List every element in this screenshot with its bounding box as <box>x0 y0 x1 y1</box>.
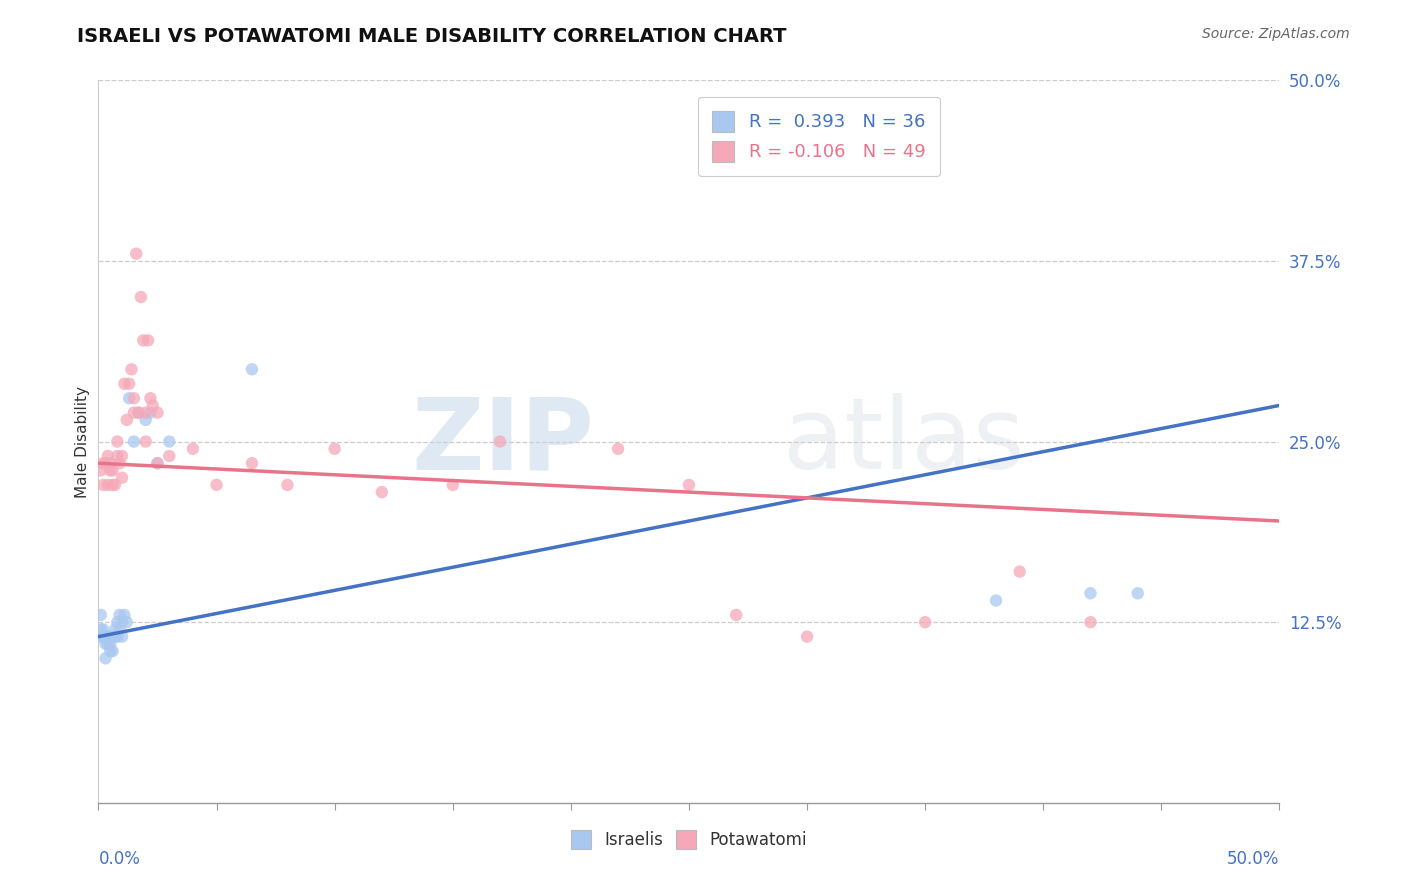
Point <box>725 607 748 622</box>
Point <box>94 637 117 651</box>
Point <box>101 630 124 644</box>
Point <box>371 485 394 500</box>
Point <box>101 463 124 477</box>
Point <box>146 456 169 470</box>
Text: atlas: atlas <box>783 393 1025 490</box>
Point <box>111 630 134 644</box>
Point <box>105 615 128 630</box>
Point <box>98 637 121 651</box>
Point <box>135 413 157 427</box>
Point <box>98 630 121 644</box>
Point <box>118 391 141 405</box>
Point <box>111 449 134 463</box>
Point <box>122 406 145 420</box>
Text: Source: ZipAtlas.com: Source: ZipAtlas.com <box>1202 27 1350 41</box>
Point <box>91 623 114 637</box>
Point <box>111 615 134 630</box>
Point <box>91 456 114 470</box>
Point <box>146 406 169 420</box>
Point <box>240 362 263 376</box>
Text: ZIP: ZIP <box>412 393 595 490</box>
Point <box>796 630 818 644</box>
Point <box>112 607 135 622</box>
Point <box>129 290 152 304</box>
Text: ISRAELI VS POTAWATOMI MALE DISABILITY CORRELATION CHART: ISRAELI VS POTAWATOMI MALE DISABILITY CO… <box>77 27 787 45</box>
Point <box>157 449 180 463</box>
Point <box>128 406 150 420</box>
Point <box>1080 615 1102 630</box>
Point <box>97 637 120 651</box>
Point <box>139 391 162 405</box>
Point <box>90 623 112 637</box>
Point <box>984 593 1007 607</box>
Point <box>118 376 141 391</box>
Point <box>323 442 346 456</box>
Point <box>91 478 114 492</box>
Point <box>276 478 298 492</box>
Text: 50.0%: 50.0% <box>1227 850 1279 868</box>
Point <box>98 463 121 477</box>
Point <box>115 615 138 630</box>
Point <box>181 442 204 456</box>
Point <box>104 478 127 492</box>
Point <box>1080 586 1102 600</box>
Point <box>122 391 145 405</box>
Point <box>104 623 127 637</box>
Point <box>146 456 169 470</box>
Point <box>112 376 135 391</box>
Point <box>205 478 228 492</box>
Y-axis label: Male Disability: Male Disability <box>75 385 90 498</box>
Point <box>105 630 128 644</box>
Point <box>139 406 162 420</box>
Point <box>132 334 155 348</box>
Point <box>122 434 145 449</box>
Point <box>90 630 112 644</box>
Point <box>97 630 120 644</box>
Point <box>108 456 131 470</box>
Point <box>108 623 131 637</box>
Point <box>105 449 128 463</box>
Point <box>115 413 138 427</box>
Point <box>121 362 143 376</box>
Point <box>111 470 134 484</box>
Point <box>142 398 165 412</box>
Point <box>135 434 157 449</box>
Point <box>101 478 124 492</box>
Point <box>90 463 112 477</box>
Point <box>94 651 117 665</box>
Point <box>105 434 128 449</box>
Point <box>98 644 121 658</box>
Point <box>441 478 464 492</box>
Point <box>1008 565 1031 579</box>
Point <box>90 607 112 622</box>
Point <box>489 434 512 449</box>
Point <box>135 406 157 420</box>
Legend: Israelis, Potawatomi: Israelis, Potawatomi <box>564 823 814 856</box>
Point <box>97 449 120 463</box>
Point <box>94 456 117 470</box>
Point <box>101 644 124 658</box>
Point <box>678 478 700 492</box>
Point <box>157 434 180 449</box>
Point <box>91 630 114 644</box>
Point <box>1126 586 1149 600</box>
Point <box>128 406 150 420</box>
Point <box>97 478 120 492</box>
Point <box>98 456 121 470</box>
Point <box>136 334 159 348</box>
Point <box>607 442 630 456</box>
Point <box>125 246 148 260</box>
Point <box>914 615 936 630</box>
Point <box>94 630 117 644</box>
Point <box>240 456 263 470</box>
Point <box>104 630 127 644</box>
Text: 0.0%: 0.0% <box>98 850 141 868</box>
Point <box>108 607 131 622</box>
